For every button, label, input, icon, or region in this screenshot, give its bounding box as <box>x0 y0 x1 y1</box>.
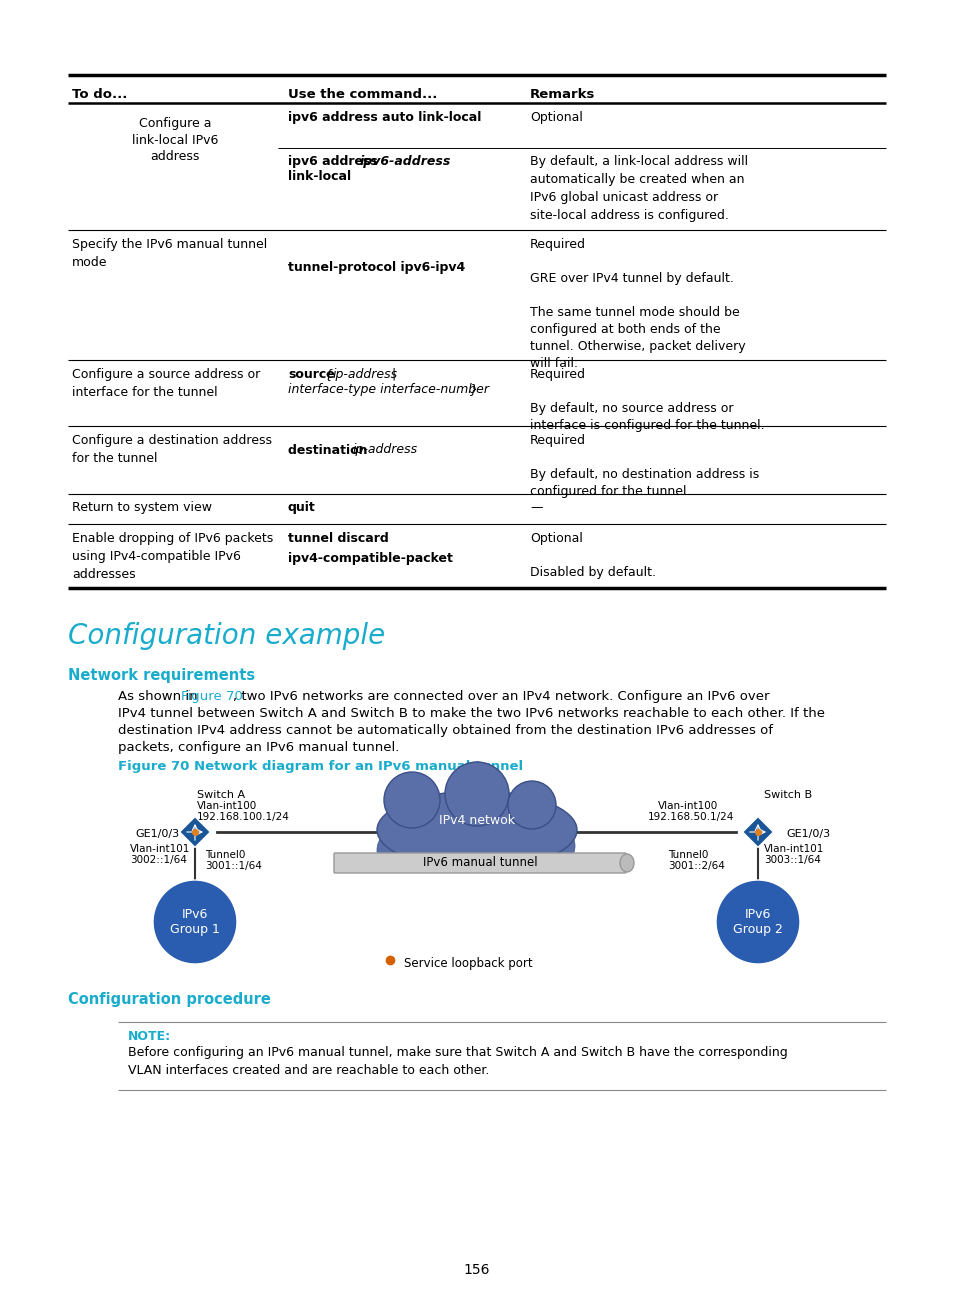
Ellipse shape <box>376 791 577 870</box>
Polygon shape <box>741 816 773 848</box>
Circle shape <box>716 880 800 964</box>
Text: Configure a destination address
for the tunnel: Configure a destination address for the … <box>71 434 272 465</box>
Text: 3003::1/64: 3003::1/64 <box>763 855 820 864</box>
Text: Vlan-int100: Vlan-int100 <box>196 801 257 811</box>
Text: destination IPv4 address cannot be automatically obtained from the destination I: destination IPv4 address cannot be autom… <box>118 724 772 737</box>
Text: Return to system view: Return to system view <box>71 502 212 515</box>
Text: GE1/0/3: GE1/0/3 <box>135 829 179 839</box>
Text: Before configuring an IPv6 manual tunnel, make sure that Switch A and Switch B h: Before configuring an IPv6 manual tunnel… <box>128 1046 787 1077</box>
Text: Required

GRE over IPv4 tunnel by default.

The same tunnel mode should be
confi: Required GRE over IPv4 tunnel by default… <box>530 238 745 369</box>
Text: Remarks: Remarks <box>530 88 595 101</box>
Text: destination: destination <box>288 443 372 456</box>
Polygon shape <box>179 816 211 848</box>
Circle shape <box>384 772 439 828</box>
Text: Vlan-int101: Vlan-int101 <box>130 844 191 854</box>
Text: tunnel discard
ipv4-compatible-packet: tunnel discard ipv4-compatible-packet <box>288 531 453 565</box>
Text: IPv6
Group 1: IPv6 Group 1 <box>170 908 220 936</box>
Circle shape <box>376 829 416 870</box>
Text: IPv4 netwok: IPv4 netwok <box>438 814 515 827</box>
Text: To do...: To do... <box>71 88 128 101</box>
Text: IPv6
Group 2: IPv6 Group 2 <box>732 908 782 936</box>
Text: ip-address: ip-address <box>333 368 397 381</box>
Text: NOTE:: NOTE: <box>128 1030 171 1043</box>
Text: Vlan-int100: Vlan-int100 <box>658 801 718 811</box>
FancyBboxPatch shape <box>334 853 625 874</box>
Ellipse shape <box>619 854 634 872</box>
Text: }: } <box>465 384 477 397</box>
Text: ipv6 address auto link-local: ipv6 address auto link-local <box>288 111 481 124</box>
Text: tunnel-protocol ipv6-ipv4: tunnel-protocol ipv6-ipv4 <box>288 262 465 275</box>
Text: Use the command...: Use the command... <box>288 88 436 101</box>
Text: Required

By default, no destination address is
configured for the tunnel.: Required By default, no destination addr… <box>530 434 759 498</box>
Text: Configure a
link-local IPv6
address: Configure a link-local IPv6 address <box>132 117 218 163</box>
Text: {: { <box>325 368 336 381</box>
Text: Figure 70 Network diagram for an IPv6 manual tunnel: Figure 70 Network diagram for an IPv6 ma… <box>118 759 522 772</box>
Text: packets, configure an IPv6 manual tunnel.: packets, configure an IPv6 manual tunnel… <box>118 741 399 754</box>
Text: —: — <box>530 502 542 515</box>
Text: Switch A: Switch A <box>196 791 245 800</box>
Text: , two IPv6 networks are connected over an IPv4 network. Configure an IPv6 over: , two IPv6 networks are connected over a… <box>233 689 769 702</box>
Text: Optional

Disabled by default.: Optional Disabled by default. <box>530 531 656 579</box>
Text: |: | <box>388 368 395 381</box>
Text: As shown in: As shown in <box>118 689 202 702</box>
Text: Optional: Optional <box>530 111 582 124</box>
Text: Switch B: Switch B <box>763 791 811 800</box>
Text: ip-address: ip-address <box>353 443 417 456</box>
Text: link-local: link-local <box>288 170 351 183</box>
Text: Network requirements: Network requirements <box>68 667 254 683</box>
Text: Service loopback port: Service loopback port <box>403 958 532 971</box>
Text: 3001::2/64: 3001::2/64 <box>667 861 724 871</box>
Text: Required

By default, no source address or
interface is configured for the tunne: Required By default, no source address o… <box>530 368 763 432</box>
Text: 156: 156 <box>463 1264 490 1277</box>
Text: Tunnel0: Tunnel0 <box>667 850 708 861</box>
Text: 192.168.50.1/24: 192.168.50.1/24 <box>647 813 734 822</box>
Text: 3002::1/64: 3002::1/64 <box>130 855 187 864</box>
Text: By default, a link-local address will
automatically be created when an
IPv6 glob: By default, a link-local address will au… <box>530 156 747 222</box>
Circle shape <box>444 762 509 826</box>
Circle shape <box>507 781 556 829</box>
Text: quit: quit <box>288 502 315 515</box>
Text: ipv6 address: ipv6 address <box>288 156 382 168</box>
Text: source: source <box>288 368 335 381</box>
Circle shape <box>152 880 236 964</box>
Text: IPv6 manual tunnel: IPv6 manual tunnel <box>422 857 537 870</box>
Text: interface-type interface-number: interface-type interface-number <box>288 384 489 397</box>
Text: Tunnel0: Tunnel0 <box>205 850 245 861</box>
Text: Figure 70: Figure 70 <box>181 689 243 702</box>
Text: Specify the IPv6 manual tunnel
mode: Specify the IPv6 manual tunnel mode <box>71 238 267 270</box>
Text: IPv4 tunnel between Switch A and Switch B to make the two IPv6 networks reachabl: IPv4 tunnel between Switch A and Switch … <box>118 708 824 721</box>
Text: Enable dropping of IPv6 packets
using IPv4-compatible IPv6
addresses: Enable dropping of IPv6 packets using IP… <box>71 531 273 581</box>
Text: 192.168.100.1/24: 192.168.100.1/24 <box>196 813 290 822</box>
Text: 3001::1/64: 3001::1/64 <box>205 861 262 871</box>
Text: Configuration procedure: Configuration procedure <box>68 991 271 1007</box>
Text: GE1/0/3: GE1/0/3 <box>785 829 829 839</box>
Circle shape <box>538 828 575 864</box>
Text: Configuration example: Configuration example <box>68 622 385 651</box>
Text: Vlan-int101: Vlan-int101 <box>763 844 823 854</box>
Text: Configure a source address or
interface for the tunnel: Configure a source address or interface … <box>71 368 260 399</box>
Text: ipv6-address: ipv6-address <box>359 156 451 168</box>
